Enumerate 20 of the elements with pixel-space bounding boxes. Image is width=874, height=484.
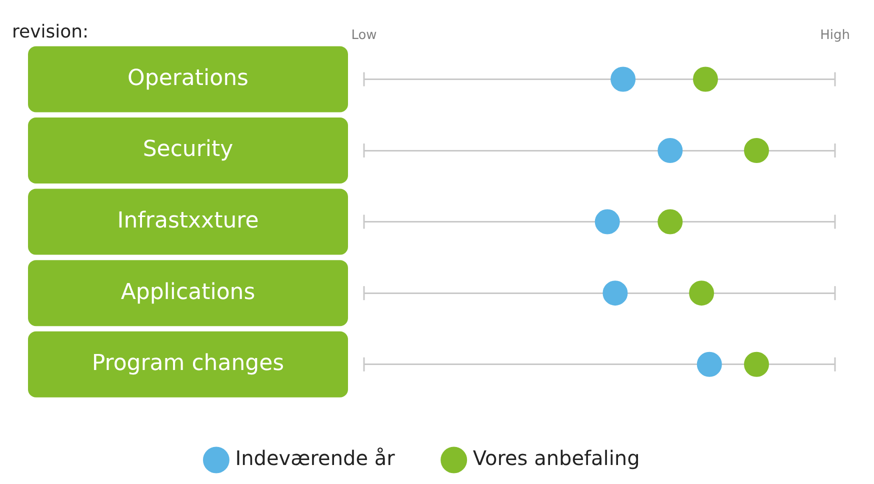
point <box>744 138 769 164</box>
text: Low <box>351 28 378 43</box>
point <box>689 280 714 306</box>
legend-label: Vores anbefaling <box>472 446 640 470</box>
point <box>744 352 769 377</box>
text: revision: <box>12 21 89 42</box>
point <box>602 280 628 306</box>
point <box>658 138 683 164</box>
point <box>658 209 683 234</box>
point <box>594 209 620 234</box>
y-tick-label: Operations <box>128 66 248 91</box>
y-tick-label: Infrastxxture <box>117 208 259 234</box>
y-tick-label: Security <box>142 137 234 162</box>
legend-label: Indeværende år <box>235 446 396 470</box>
point <box>692 66 718 92</box>
point <box>696 352 722 377</box>
y-tick-label: Applications <box>120 280 256 305</box>
text: High <box>820 28 850 43</box>
point <box>610 66 636 92</box>
y-tick-label: Program changes <box>92 351 284 376</box>
